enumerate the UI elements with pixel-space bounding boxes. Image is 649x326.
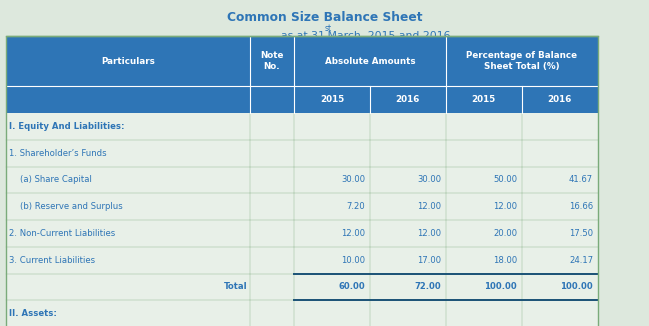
- Text: 12.00: 12.00: [417, 229, 441, 238]
- Text: 24.17: 24.17: [569, 256, 593, 265]
- Text: 10.00: 10.00: [341, 256, 365, 265]
- Text: Particulars: Particulars: [101, 57, 155, 66]
- Text: 2016: 2016: [548, 95, 572, 104]
- Text: 17.50: 17.50: [569, 229, 593, 238]
- Text: 72.00: 72.00: [415, 282, 441, 291]
- Text: 7.20: 7.20: [347, 202, 365, 211]
- Text: 50.00: 50.00: [493, 175, 517, 185]
- Bar: [6, 36, 598, 86]
- Bar: [6, 86, 598, 113]
- Text: 60.00: 60.00: [339, 282, 365, 291]
- Text: March, 2015 and 2016: March, 2015 and 2016: [324, 31, 451, 41]
- Text: 100.00: 100.00: [561, 282, 593, 291]
- Text: 3. Current Liabilities: 3. Current Liabilities: [9, 256, 95, 265]
- Text: 12.00: 12.00: [493, 202, 517, 211]
- Bar: [6, 274, 598, 300]
- Text: 16.66: 16.66: [569, 202, 593, 211]
- Text: Absolute Amounts: Absolute Amounts: [324, 57, 415, 66]
- Text: II. Assets:: II. Assets:: [9, 309, 57, 318]
- Text: (a) Share Capital: (a) Share Capital: [9, 175, 92, 185]
- Text: st: st: [324, 24, 332, 33]
- Text: 1. Shareholder’s Funds: 1. Shareholder’s Funds: [9, 149, 106, 158]
- Text: (b) Reserve and Surplus: (b) Reserve and Surplus: [9, 202, 123, 211]
- Text: 18.00: 18.00: [493, 256, 517, 265]
- Text: 12.00: 12.00: [417, 202, 441, 211]
- Text: Total: Total: [224, 282, 247, 291]
- Text: 17.00: 17.00: [417, 256, 441, 265]
- Text: 12.00: 12.00: [341, 229, 365, 238]
- Text: 30.00: 30.00: [341, 175, 365, 185]
- Text: 20.00: 20.00: [493, 229, 517, 238]
- Bar: [6, 193, 598, 220]
- Bar: [6, 300, 598, 326]
- Text: Percentage of Balance
Sheet Total (%): Percentage of Balance Sheet Total (%): [466, 51, 578, 71]
- Text: 41.67: 41.67: [569, 175, 593, 185]
- Bar: [6, 167, 598, 193]
- Bar: [6, 220, 598, 247]
- Text: as at 31: as at 31: [280, 31, 324, 41]
- Text: 2015: 2015: [472, 95, 496, 104]
- Text: 30.00: 30.00: [417, 175, 441, 185]
- Bar: [6, 113, 598, 140]
- Text: Note
No.: Note No.: [260, 51, 284, 71]
- Text: I. Equity And Liabilities:: I. Equity And Liabilities:: [9, 122, 125, 131]
- Text: 2016: 2016: [396, 95, 420, 104]
- Text: 2015: 2015: [320, 95, 344, 104]
- Text: 100.00: 100.00: [485, 282, 517, 291]
- Bar: [6, 140, 598, 167]
- Text: Common Size Balance Sheet: Common Size Balance Sheet: [227, 11, 422, 24]
- Bar: [6, 247, 598, 274]
- Text: 2. Non-Current Liabilities: 2. Non-Current Liabilities: [9, 229, 116, 238]
